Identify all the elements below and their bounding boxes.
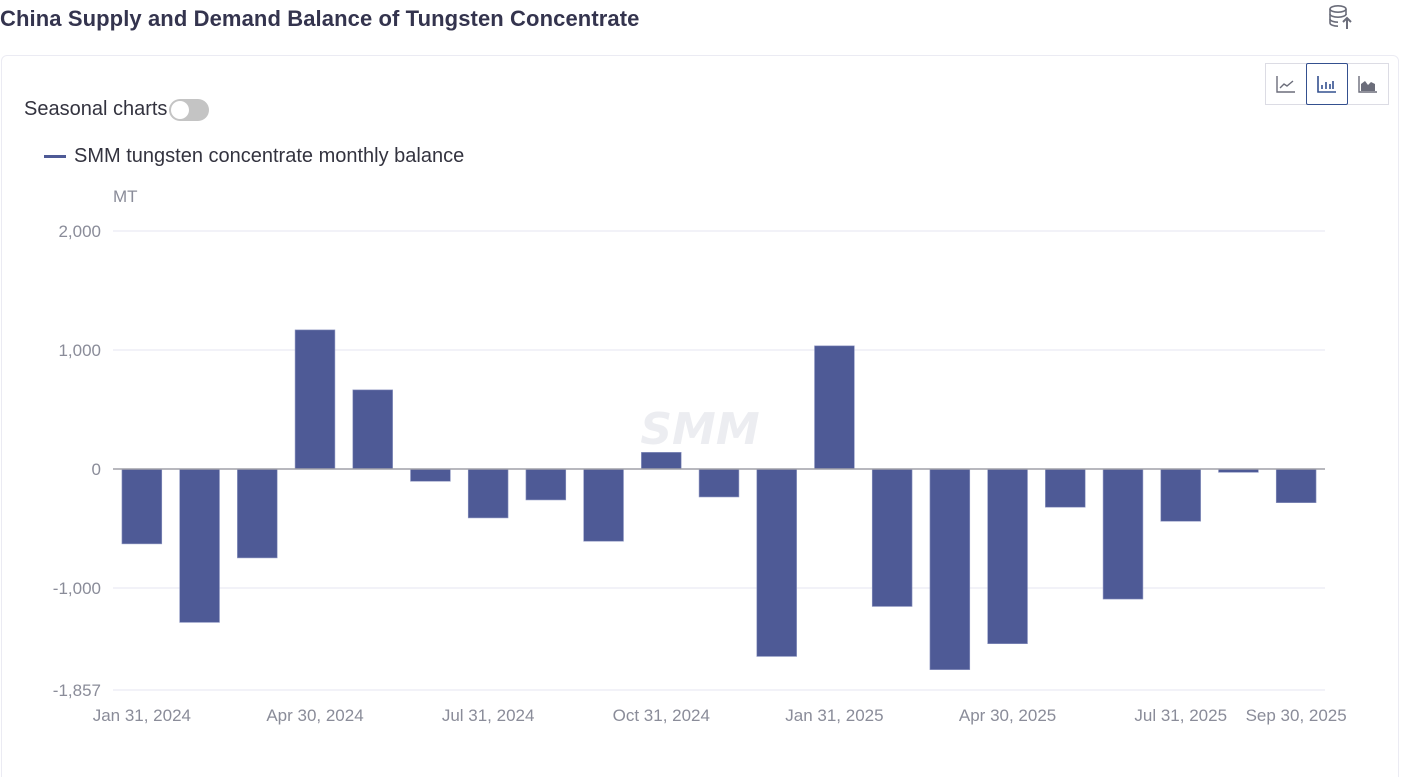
y-tick-label: 0: [92, 460, 101, 479]
x-tick-label: Apr 30, 2024: [266, 706, 363, 725]
y-tick-label: -1,000: [53, 579, 101, 598]
y-tick-label: 1,000: [58, 341, 101, 360]
line-chart-button[interactable]: [1265, 63, 1307, 105]
x-tick-label: Sep 30, 2025: [1246, 706, 1347, 725]
axis-layer: 2,000 1,000 0 -1,000 -1,857 Jan 31, 2024 Apr 3…: [53, 222, 1347, 725]
legend-label: SMM tungsten concentrate monthly balance: [74, 145, 465, 167]
bar-0[interactable]: [121, 468, 163, 545]
bar-20[interactable]: [1275, 468, 1317, 503]
area-chart-button[interactable]: [1347, 63, 1389, 105]
bar-6[interactable]: [467, 468, 509, 519]
bar-18[interactable]: [1160, 468, 1201, 522]
page-title: China Supply and Demand Balance of Tungs…: [0, 6, 640, 31]
x-tick-label: Oct 31, 2024: [613, 706, 710, 725]
bar-7[interactable]: [525, 468, 567, 501]
bar-15[interactable]: [987, 468, 1028, 645]
chart-type-switch: [1265, 63, 1389, 105]
bar-9[interactable]: [641, 452, 682, 470]
x-tick-label: Apr 30, 2025: [959, 706, 1056, 725]
seasonal-charts-toggle[interactable]: [169, 98, 210, 121]
legend-item[interactable]: SMM tungsten concentrate monthly balance: [44, 145, 464, 168]
export-data-button[interactable]: [1325, 2, 1357, 32]
chart-card: [1, 55, 1399, 777]
database-export-icon: [1329, 4, 1352, 29]
watermark: SMM: [640, 404, 759, 455]
x-tick-label: Jul 31, 2025: [1134, 706, 1227, 725]
bar-2[interactable]: [237, 468, 278, 559]
bar-14[interactable]: [929, 468, 971, 670]
area-chart-icon: [1358, 76, 1377, 93]
line-chart-icon: [1276, 76, 1295, 93]
seasonal-charts-label: Seasonal charts: [24, 98, 168, 120]
bar-11[interactable]: [756, 468, 797, 657]
legend-swatch: [44, 155, 66, 158]
x-tick-label: Jan 31, 2024: [93, 706, 191, 725]
bar-4[interactable]: [352, 389, 393, 470]
x-tick-label: Jul 31, 2024: [442, 706, 535, 725]
bar-3[interactable]: [294, 329, 336, 470]
y-axis-unit: MT: [113, 187, 138, 206]
bar-17[interactable]: [1102, 468, 1144, 600]
bar-layer: [121, 329, 1317, 670]
bar-chart-icon: [1317, 76, 1336, 93]
y-tick-label: -1,857: [53, 681, 101, 700]
bar-chart-button[interactable]: [1306, 63, 1348, 105]
bar-16[interactable]: [1045, 468, 1086, 508]
bar-1[interactable]: [179, 468, 220, 623]
y-tick-label: 2,000: [58, 222, 101, 241]
bar-10[interactable]: [698, 468, 740, 498]
bar-8[interactable]: [583, 468, 624, 542]
x-tick-label: Jan 31, 2025: [785, 706, 883, 725]
seasonal-charts-control: Seasonal charts: [24, 98, 210, 121]
bar-12[interactable]: [814, 345, 855, 470]
bar-13[interactable]: [871, 468, 913, 607]
toggle-knob: [171, 100, 190, 119]
bar-5[interactable]: [410, 468, 451, 482]
